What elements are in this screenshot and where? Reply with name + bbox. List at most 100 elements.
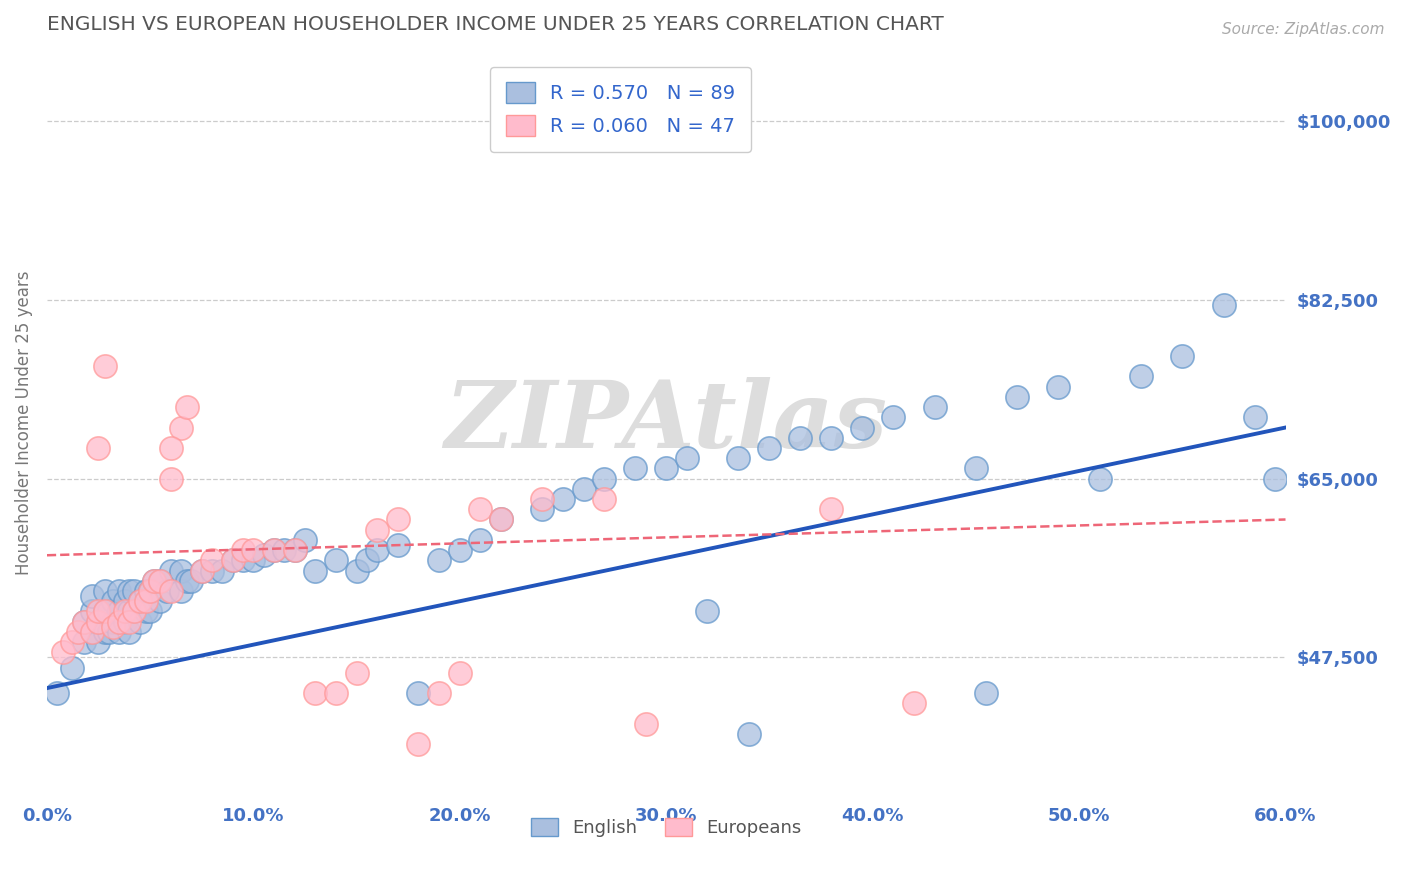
Point (139, 584, 162, 599)
Point (408, 737, 430, 751)
Point (366, 543, 388, 558)
Point (87, 605, 110, 619)
Point (758, 441, 780, 455)
Point (93, 584, 115, 599)
Text: Source: ZipAtlas.com: Source: ZipAtlas.com (1222, 22, 1385, 37)
Point (294, 533, 316, 547)
Point (903, 697, 925, 711)
Text: ZIPAtlas: ZIPAtlas (444, 377, 887, 467)
Point (346, 665, 368, 680)
Point (427, 686, 450, 700)
Point (211, 564, 233, 578)
Point (427, 553, 450, 567)
Point (974, 686, 997, 700)
Point (572, 482, 595, 496)
Point (101, 594, 124, 608)
Point (489, 512, 512, 526)
Point (114, 615, 136, 629)
Point (82, 589, 104, 603)
Point (128, 615, 150, 629)
Point (143, 574, 166, 588)
Point (284, 543, 307, 558)
Point (489, 512, 512, 526)
Point (696, 605, 718, 619)
Point (221, 553, 243, 567)
Point (242, 553, 264, 567)
Point (128, 594, 150, 608)
Point (738, 727, 761, 741)
Point (87, 635, 110, 649)
Point (82, 605, 104, 619)
Point (1047, 379, 1070, 393)
Point (97, 605, 120, 619)
Legend: English, Europeans: English, Europeans (522, 809, 810, 846)
Point (122, 605, 145, 619)
Point (170, 420, 193, 434)
Point (139, 605, 162, 619)
Point (159, 472, 181, 486)
Point (851, 420, 873, 434)
Text: ENGLISH VS EUROPEAN HOUSEHOLDER INCOME UNDER 25 YEARS CORRELATION CHART: ENGLISH VS EUROPEAN HOUSEHOLDER INCOME U… (46, 15, 943, 34)
Point (82, 624, 104, 639)
Point (356, 553, 378, 567)
Point (284, 543, 307, 558)
Point (655, 461, 678, 475)
Point (263, 543, 285, 558)
Point (304, 564, 326, 578)
Point (1005, 390, 1028, 404)
Point (159, 584, 181, 599)
Point (156, 584, 179, 599)
Y-axis label: Householder Income Under 25 years: Householder Income Under 25 years (15, 270, 32, 574)
Point (232, 553, 254, 567)
Point (531, 502, 554, 516)
Point (139, 584, 162, 599)
Point (93, 359, 115, 374)
Point (93, 624, 115, 639)
Point (97, 624, 120, 639)
Point (253, 548, 276, 562)
Point (118, 605, 141, 619)
Point (593, 491, 616, 506)
Point (676, 451, 699, 466)
Point (66, 624, 89, 639)
Point (531, 491, 554, 506)
Point (304, 686, 326, 700)
Point (882, 410, 904, 425)
Point (634, 717, 657, 731)
Point (727, 451, 749, 466)
Point (73, 635, 96, 649)
Point (820, 502, 842, 516)
Point (221, 553, 243, 567)
Point (108, 584, 131, 599)
Point (118, 615, 141, 629)
Point (60, 661, 83, 675)
Point (87, 441, 110, 455)
Point (190, 564, 212, 578)
Point (624, 461, 647, 475)
Point (135, 605, 157, 619)
Point (159, 441, 181, 455)
Point (87, 615, 110, 629)
Point (965, 461, 987, 475)
Point (149, 594, 172, 608)
Point (593, 472, 616, 486)
Point (176, 574, 198, 588)
Point (551, 491, 574, 506)
Point (114, 594, 136, 608)
Point (449, 543, 471, 558)
Point (135, 594, 157, 608)
Point (924, 400, 946, 414)
Point (122, 584, 145, 599)
Point (201, 553, 224, 567)
Point (108, 605, 131, 619)
Point (449, 665, 471, 680)
Point (325, 686, 347, 700)
Point (170, 584, 193, 599)
Point (408, 686, 430, 700)
Point (346, 564, 368, 578)
Point (176, 400, 198, 414)
Point (73, 615, 96, 629)
Point (232, 543, 254, 558)
Point (93, 605, 115, 619)
Point (1243, 410, 1265, 425)
